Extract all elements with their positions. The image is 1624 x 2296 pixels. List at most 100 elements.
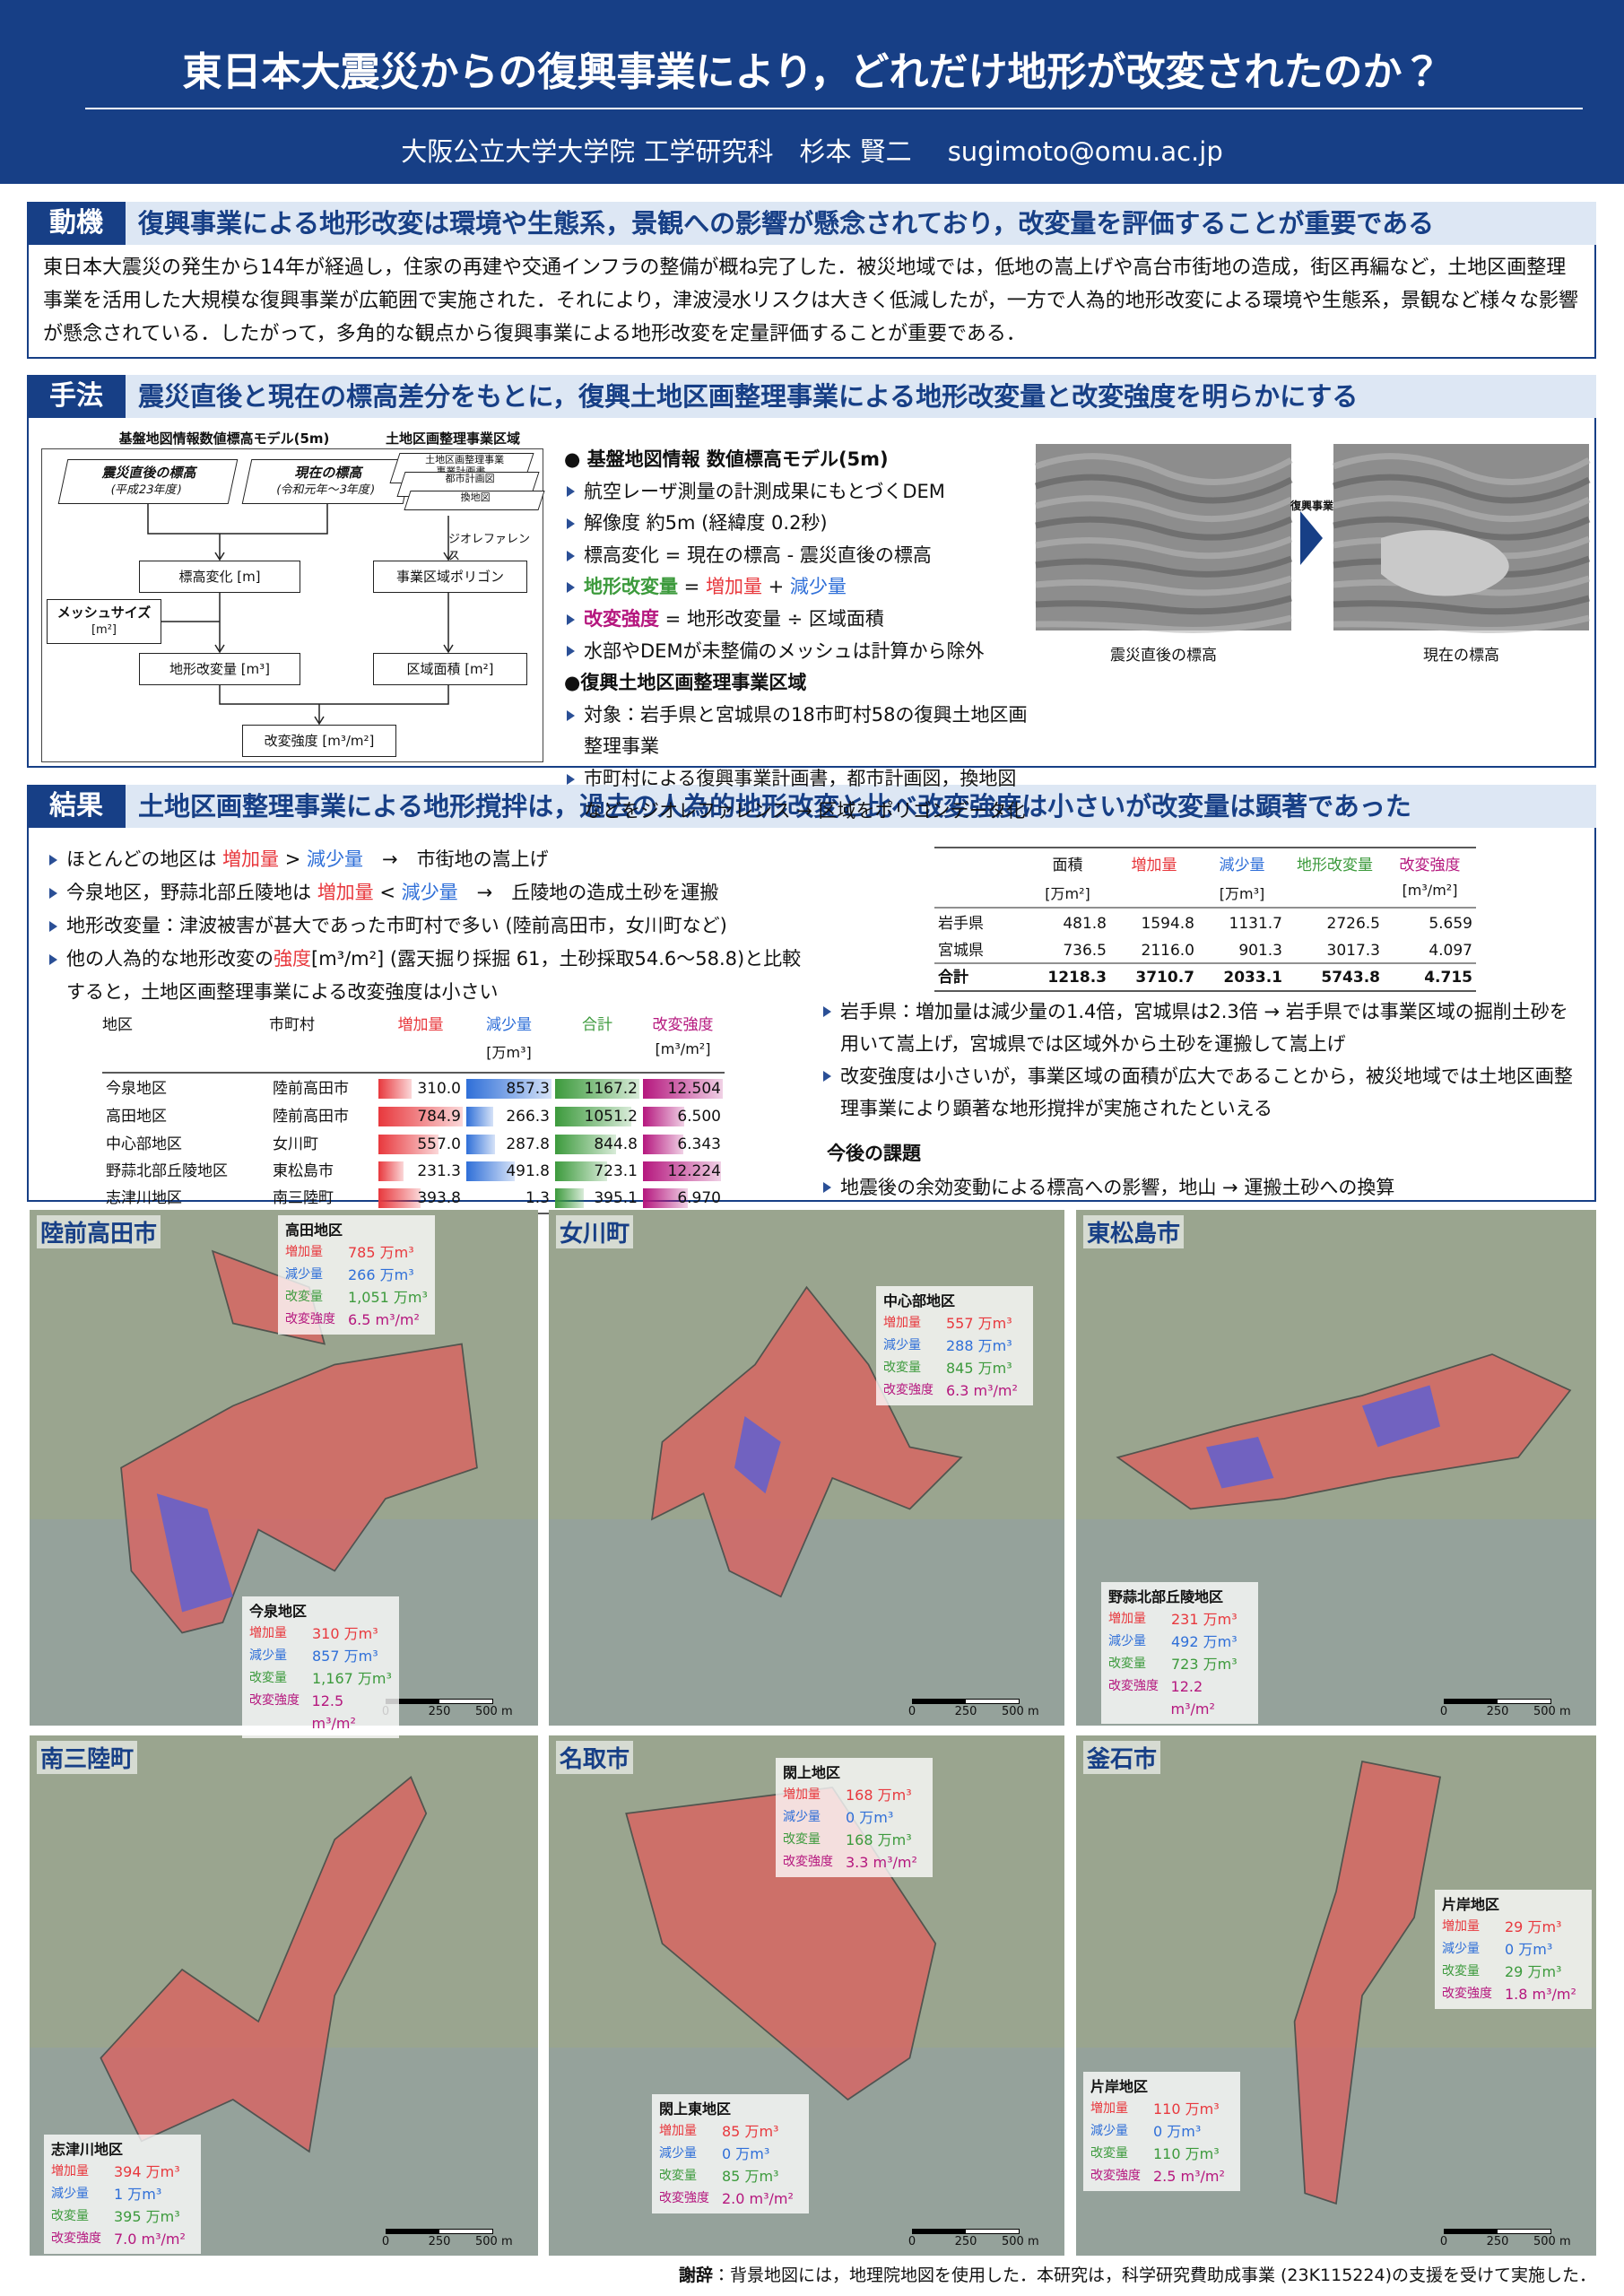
section-heading: 震災直後と現在の標高差分をもとに，復興土地区画整理事業による地形改変量と改変強度…	[126, 375, 1596, 418]
annotation-label: 増加量	[659, 2124, 697, 2138]
annotation-label: 増加量	[249, 1626, 287, 1640]
terrain-before	[1034, 444, 1293, 633]
bullet-marker	[567, 646, 575, 657]
annotation-value: 6.5 m³/m²	[348, 1311, 420, 1328]
bullet: 地形改変量：津波被害が甚大であった市町村で多い (陸前高田市，女川町など)	[66, 909, 818, 943]
scale-label: 250	[1486, 1705, 1509, 1718]
data-bar	[378, 1161, 404, 1181]
table-header: 改変強度	[1399, 857, 1461, 874]
data-bar	[378, 1079, 413, 1099]
table-cell: 4.715	[1424, 969, 1472, 987]
scale-label: 500 m	[1533, 1705, 1571, 1718]
table-cell: 5.659	[1429, 915, 1472, 933]
table-cell: 5743.8	[1321, 969, 1380, 987]
bullet: 岩手県：増加量は減少量の1.4倍，宮城県は2.3倍 → 岩手県では事業区域の掘削…	[840, 996, 1583, 1060]
annotation-value: 110 万m³	[1153, 2145, 1220, 2162]
scale-bar	[966, 2230, 1019, 2233]
text-segment: ● 基盤地図情報 数値標高モデル(5m)	[564, 448, 889, 470]
flow-label: 標高変化 [m]	[178, 568, 261, 585]
annotation-label: 増加量	[51, 2164, 89, 2179]
text-segment: 対象：岩手県と宮城県の18市町村58の復興土地区画整理事業	[584, 703, 1028, 758]
flow-label: 事業区域ポリゴン	[395, 568, 504, 585]
flow-box: 改変強度 [m³/m²]	[242, 725, 396, 757]
table-cell: 557.0	[417, 1135, 461, 1153]
annotation-label: 改変量	[51, 2209, 89, 2223]
table-cell: 393.8	[417, 1189, 461, 1207]
scale-label: 500 m	[1002, 2235, 1039, 2248]
text-segment: +	[761, 576, 790, 598]
annotation-row: 増加量 310 万m³	[249, 1622, 392, 1645]
annotation-label: 増加量	[1090, 2101, 1128, 2116]
annotation-label: 改変量	[1442, 1964, 1480, 1979]
bullet: ほとんどの地区は 増加量 > 減少量 → 市街地の嵩上げ	[66, 843, 818, 876]
text-segment: 他の人為的な地形改変の	[66, 948, 274, 970]
annotation-row: 減少量 0 万m³	[1442, 1938, 1585, 1961]
table-cell: 今泉地区	[106, 1080, 167, 1098]
document-sheet: 換地図	[404, 491, 545, 510]
annotation-value: 785 万m³	[348, 1244, 414, 1261]
table-header: 増加量	[397, 1016, 444, 1034]
cut-area	[1362, 1385, 1440, 1448]
terrain-ridge	[1333, 495, 1591, 523]
map-annotation: 中心部地区 増加量 557 万m³ 減少量 288 万m³ 改変量 845 万m³ 改変強度 6…	[876, 1286, 1033, 1405]
annotation-label: 改変強度	[1090, 2169, 1141, 2183]
terrain-ridge	[1333, 595, 1590, 615]
header-band	[0, 0, 1624, 184]
section-label: 手法	[27, 375, 126, 418]
annotation-row: 改変量 723 万m³	[1108, 1653, 1251, 1675]
map-annotation: 野蒜北部丘陵地区 増加量 231 万m³ 減少量 492 万m³ 改変量 723 万m³ 改変…	[1101, 1582, 1258, 1724]
annotation-row: 増加量 785 万m³	[285, 1241, 428, 1264]
annotation-label: 減少量	[1442, 1942, 1480, 1956]
table-cell: 3017.3	[1326, 942, 1380, 960]
annotation-label: 増加量	[1442, 1919, 1480, 1934]
text-segment: ●復興土地区画整理事業区域	[564, 672, 807, 694]
flow-note: ジオレファレンス	[448, 533, 531, 563]
table-cell: 3710.7	[1135, 969, 1194, 987]
flow-label: メッシュサイズ	[56, 604, 152, 621]
annotation-title: 今泉地区	[249, 1603, 308, 1620]
annotation-value: 288 万m³	[946, 1337, 1012, 1354]
text-segment: 強度	[274, 948, 311, 970]
bullet-marker	[567, 550, 575, 561]
scale-label: 0	[908, 2235, 916, 2248]
table-cell: 491.8	[506, 1162, 550, 1180]
annotation-row: 増加量 231 万m³	[1108, 1608, 1251, 1631]
annotation-value: 2.0 m³/m²	[722, 2190, 794, 2207]
map-shade	[549, 1519, 1064, 1726]
annotation-label: 改変強度	[1442, 1987, 1492, 2001]
flow-box: 震災直後の標高 (平成23年度)	[57, 459, 239, 504]
bullet-marker	[567, 486, 575, 498]
bullet-marker	[567, 773, 575, 785]
annotation-value: 492 万m³	[1171, 1633, 1238, 1650]
ack-text: ：背景地図には，地理院地図を使用した．本研究は，科学研究費助成事業 (23K11…	[712, 2266, 1596, 2285]
annotation-value: 3.3 m³/m²	[846, 1854, 917, 1871]
map-overlay	[1293, 1760, 1442, 2205]
bullet-marker	[567, 582, 575, 594]
table-cell: 女川町	[273, 1135, 318, 1153]
annotation-row: 減少量 0 万m³	[1090, 2120, 1233, 2143]
scale-label: 250	[1486, 2235, 1509, 2248]
project-area	[100, 1776, 428, 2153]
bullet-marker	[49, 854, 57, 865]
annotation-row: 改変量 85 万m³	[659, 2165, 802, 2187]
annotation-label: 減少量	[1108, 1634, 1146, 1648]
annotation-row: 改変量 29 万m³	[1442, 1961, 1585, 1983]
annotation-row: 増加量 29 万m³	[1442, 1916, 1585, 1938]
table-cell: 6.970	[677, 1189, 721, 1207]
text-segment: 改変強度	[584, 608, 659, 630]
data-bar	[466, 1135, 495, 1154]
annotation-label: 改変量	[249, 1671, 287, 1685]
annotation-row: 増加量 394 万m³	[51, 2161, 194, 2183]
table-cell: 陸前高田市	[273, 1080, 349, 1098]
data-bar	[466, 1079, 551, 1099]
annotation-label: 改変強度	[1108, 1679, 1159, 1693]
bullet-heading: ● 基盤地図情報 数値標高モデル(5m)	[564, 444, 1011, 476]
process-arrow	[1300, 511, 1323, 565]
flow-frame	[41, 448, 543, 762]
annotation-value: 12.2 m³/m²	[1170, 1678, 1215, 1718]
annotation-value: 29 万m³	[1505, 1918, 1562, 1935]
scale-bar	[439, 2230, 492, 2233]
arrow-head	[214, 552, 225, 561]
annotation-title: 高田地区	[285, 1222, 343, 1239]
scale-label: 0	[381, 2235, 390, 2248]
